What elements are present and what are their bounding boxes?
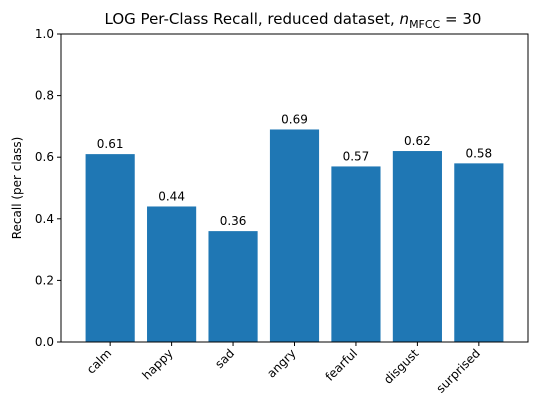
plot-area: 0.61 0.44 0.36 0.69 0.57 0.62 0.58 0.0 0.2 0.4 0.6… — [35, 27, 529, 396]
chart-title-text: LOG Per-Class Recall, reduced dataset, — [105, 10, 400, 28]
x-tick-label-sad: sad — [212, 346, 237, 371]
x-tick-label-happy: happy — [139, 346, 175, 382]
chart-title-math-sub: MFCC — [409, 18, 440, 31]
y-tick-label: 0.0 — [35, 335, 54, 349]
y-tick-label: 0.8 — [35, 89, 54, 103]
chart-title: LOG Per-Class Recall, reduced dataset, n… — [105, 10, 482, 31]
bar-value-label-sad: 0.36 — [220, 214, 247, 228]
bar-value-label-disgust: 0.62 — [404, 134, 431, 148]
x-tick-label-fearful: fearful — [323, 346, 361, 384]
y-tick-label: 0.6 — [35, 150, 54, 164]
bar-value-label-surprised: 0.58 — [465, 146, 492, 160]
y-tick-label: 0.4 — [35, 212, 54, 226]
bar-value-label-calm: 0.61 — [97, 137, 124, 151]
x-tick-label-calm: calm — [84, 346, 114, 376]
x-tick-label-surprised: surprised — [434, 346, 483, 395]
y-axis-label: Recall (per class) — [10, 137, 24, 240]
bar-value-label-fearful: 0.57 — [343, 149, 370, 163]
bar-sad — [208, 231, 258, 342]
bar-disgust — [392, 151, 442, 342]
x-tick-label-angry: angry — [264, 346, 298, 380]
y-tick-label: 1.0 — [35, 27, 54, 41]
x-tick-label-disgust: disgust — [381, 346, 422, 387]
y-tick-label: 0.2 — [35, 273, 54, 287]
bar-happy — [147, 206, 197, 342]
bar-calm — [85, 154, 135, 342]
chart-title-math-rest: = 30 — [440, 10, 481, 28]
chart-title-math-var: n — [400, 10, 410, 28]
bar-value-label-happy: 0.44 — [158, 189, 185, 203]
bar-value-label-angry: 0.69 — [281, 112, 308, 126]
bar-surprised — [454, 163, 504, 342]
bar-angry — [269, 129, 320, 342]
bar-fearful — [331, 166, 381, 342]
